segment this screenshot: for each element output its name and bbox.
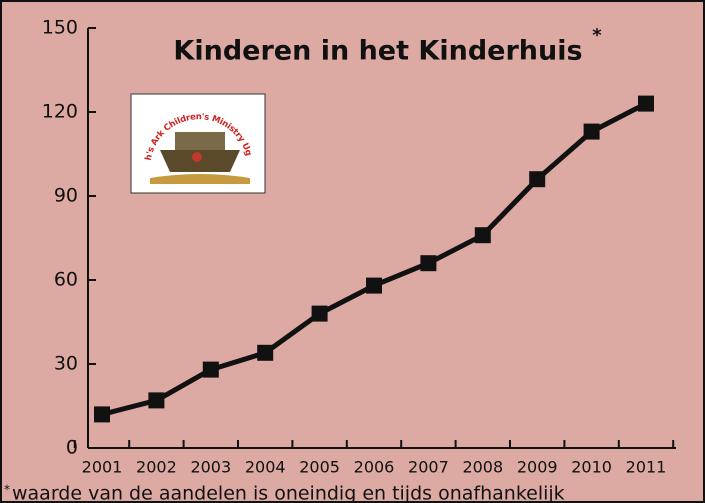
x-tick-label: 2003: [190, 458, 231, 477]
chart-title: Kinderen in het Kinderhuis: [173, 36, 582, 67]
marker: [420, 255, 436, 271]
x-tick-label: 2007: [408, 458, 449, 477]
marker: [94, 406, 110, 422]
title-mark: *: [592, 25, 602, 46]
x-tick-label: 2008: [462, 458, 503, 477]
marker: [257, 345, 273, 361]
marker: [584, 124, 600, 140]
marker: [475, 227, 491, 243]
y-tick-label: 30: [54, 353, 78, 375]
chart: Kinderen in het Kinderhuis * Noah's Ark …: [0, 0, 705, 503]
footnote-mark: *: [4, 483, 10, 497]
y-tick-label: 150: [42, 17, 78, 39]
marker: [148, 392, 164, 408]
y-tick-label: 120: [42, 101, 78, 123]
y-tick-label: 0: [66, 437, 78, 459]
marker: [638, 96, 654, 112]
x-tick-label: 2010: [571, 458, 612, 477]
y-tick-label: 90: [54, 185, 78, 207]
footnote: waarde van de aandelen is oneindig en ti…: [12, 483, 565, 503]
marker: [203, 362, 219, 378]
chart-background: [1, 1, 704, 502]
x-tick-label: 2006: [354, 458, 395, 477]
logo-figure: [192, 152, 202, 162]
x-tick-label: 2004: [245, 458, 286, 477]
x-tick-label: 2001: [82, 458, 123, 477]
marker: [529, 171, 545, 187]
x-tick-label: 2005: [299, 458, 340, 477]
y-tick-label: 60: [54, 269, 78, 291]
marker: [312, 306, 328, 322]
x-tick-label: 2011: [626, 458, 667, 477]
logo-cabin: [175, 132, 225, 150]
marker: [366, 278, 382, 294]
x-tick-label: 2002: [136, 458, 177, 477]
x-tick-label: 2009: [517, 458, 558, 477]
